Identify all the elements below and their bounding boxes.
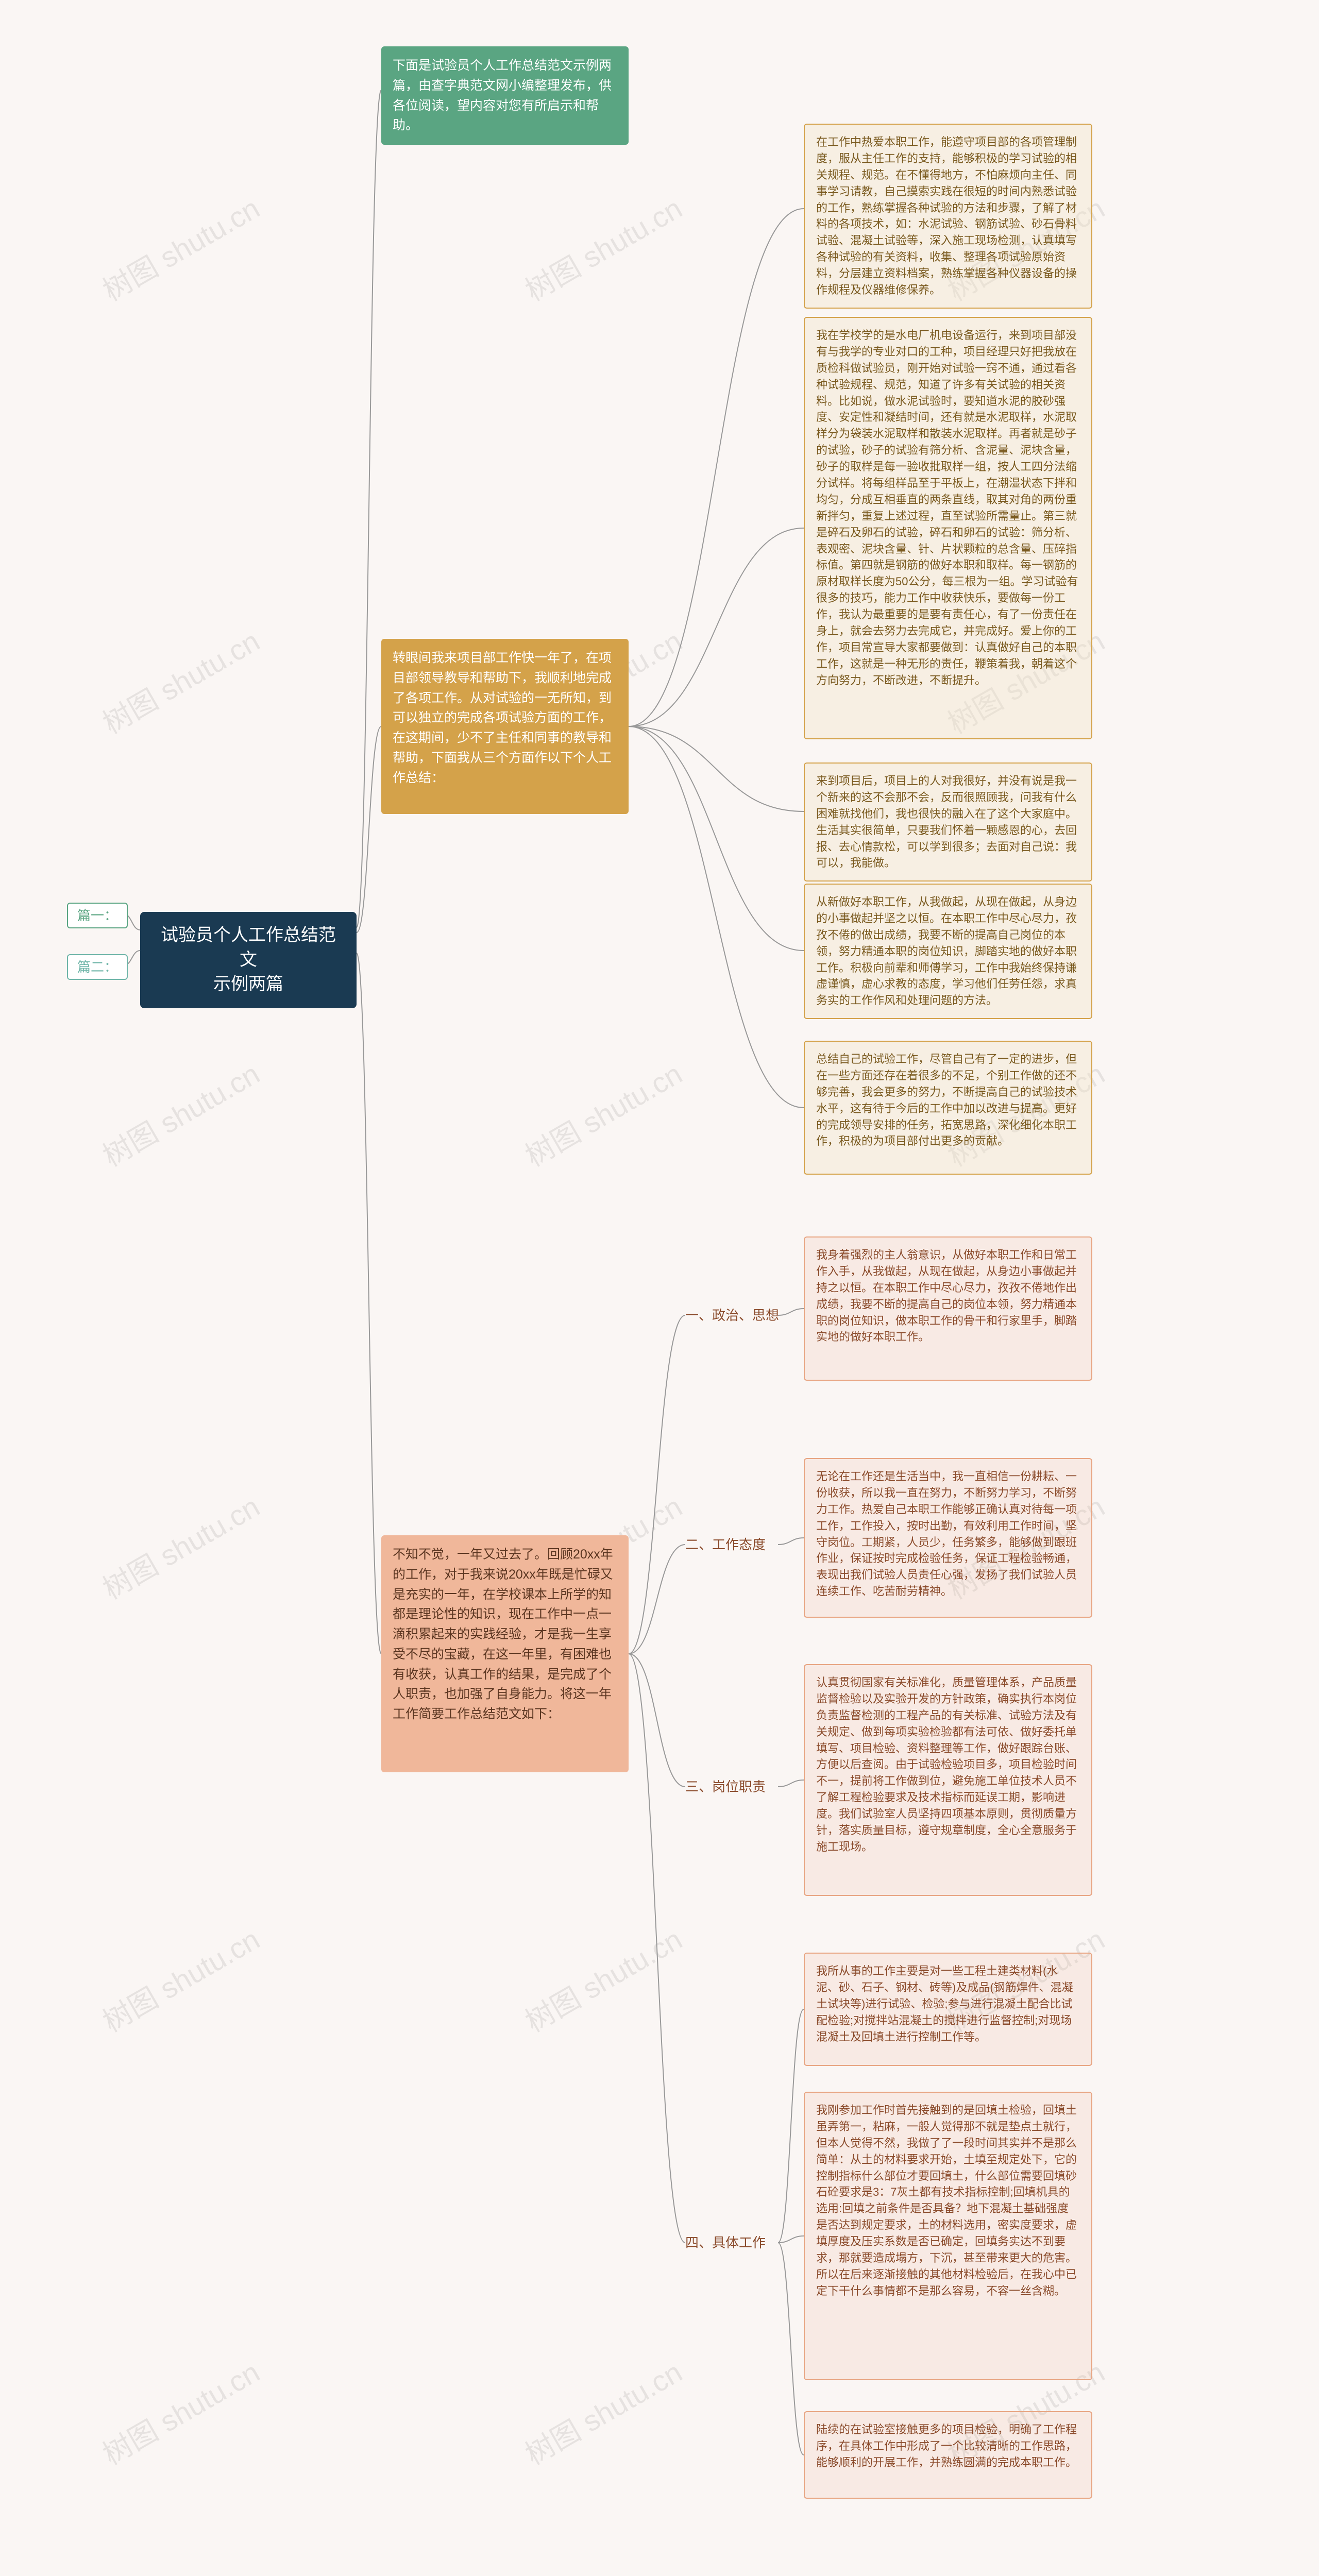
watermark: 树图 shutu.cn <box>94 619 266 742</box>
intro-box: 下面是试验员个人工作总结范文示例两篇，由查字典范文网小编整理发布，供各位阅读，望… <box>381 46 629 145</box>
part2-section-label-4: 四、具体工作 <box>685 2236 766 2249</box>
part1-detail-2: 我在学校学的是水电厂机电设备运行，来到项目部没有与我学的专业对口的工种，项目经理… <box>804 317 1092 739</box>
watermark: 树图 shutu.cn <box>516 186 688 310</box>
watermark: 树图 shutu.cn <box>516 2350 688 2473</box>
part2-detail-1: 我身着强烈的主人翁意识，从做好本职工作和日常工作入手，从我做起，从现在做起，从身… <box>804 1236 1092 1381</box>
watermark: 树图 shutu.cn <box>94 186 266 310</box>
part1-detail-3: 来到项目后，项目上的人对我很好，并没有说是我一个新来的这不会那不会，反而很照顾我… <box>804 762 1092 882</box>
watermark: 树图 shutu.cn <box>516 1052 688 1175</box>
part2-detail-3: 认真贯彻国家有关标准化，质量管理体系，产品质量监督检验以及实验开发的方针政策，确… <box>804 1664 1092 1896</box>
part1-detail-5: 总结自己的试验工作，尽管自己有了一定的进步，但在一些方面还存在着很多的不足，个别… <box>804 1041 1092 1175</box>
part2-main: 不知不觉，一年又过去了。回顾20xx年的工作，对于我来说20xx年既是忙碌又是充… <box>381 1535 629 1772</box>
part2-section-label-3: 三、岗位职责 <box>685 1780 766 1793</box>
tag-part-one: 篇一： <box>67 903 128 928</box>
part2-section-label-2: 二、工作态度 <box>685 1538 766 1551</box>
connectors <box>0 0 1319 2576</box>
watermark: 树图 shutu.cn <box>94 2350 266 2473</box>
watermark: 树图 shutu.cn <box>516 1917 688 2041</box>
root-node: 试验员个人工作总结范文 示例两篇 <box>140 912 357 1008</box>
part1-detail-4: 从新做好本职工作，从我做起，从现在做起，从身边的小事做起并坚之以恒。在本职工作中… <box>804 884 1092 1019</box>
tag-part-two: 篇二： <box>67 954 128 980</box>
part2-detail-4: 我所从事的工作主要是对一些工程土建类材料(水泥、砂、石子、钢材、砖等)及成品(钢… <box>804 1953 1092 2066</box>
root-line1: 试验员个人工作总结范文 <box>154 923 343 972</box>
watermark: 树图 shutu.cn <box>94 1917 266 2041</box>
part2-section-label-1: 一、政治、思想 <box>685 1309 779 1322</box>
part1-detail-1: 在工作中热爱本职工作，能遵守项目部的各项管理制度，服从主任工作的支持，能够积极的… <box>804 124 1092 309</box>
part2-detail-2: 无论在工作还是生活当中，我一直相信一份耕耘、一份收获，所以我一直在努力，不断努力… <box>804 1458 1092 1618</box>
part1-main: 转眼间我来项目部工作快一年了，在项目部领导教导和帮助下，我顺利地完成了各项工作。… <box>381 639 629 814</box>
root-line2: 示例两篇 <box>154 972 343 997</box>
watermark: 树图 shutu.cn <box>94 1484 266 1608</box>
watermark: 树图 shutu.cn <box>94 1052 266 1175</box>
part2-detail-5: 我刚参加工作时首先接触到的是回填土检验，回填土虽弄第一，粘麻，一般人觉得那不就是… <box>804 2092 1092 2380</box>
part2-detail-6: 陆续的在试验室接触更多的项目检验，明确了工作程序，在具体工作中形成了一个比较清晰… <box>804 2411 1092 2499</box>
